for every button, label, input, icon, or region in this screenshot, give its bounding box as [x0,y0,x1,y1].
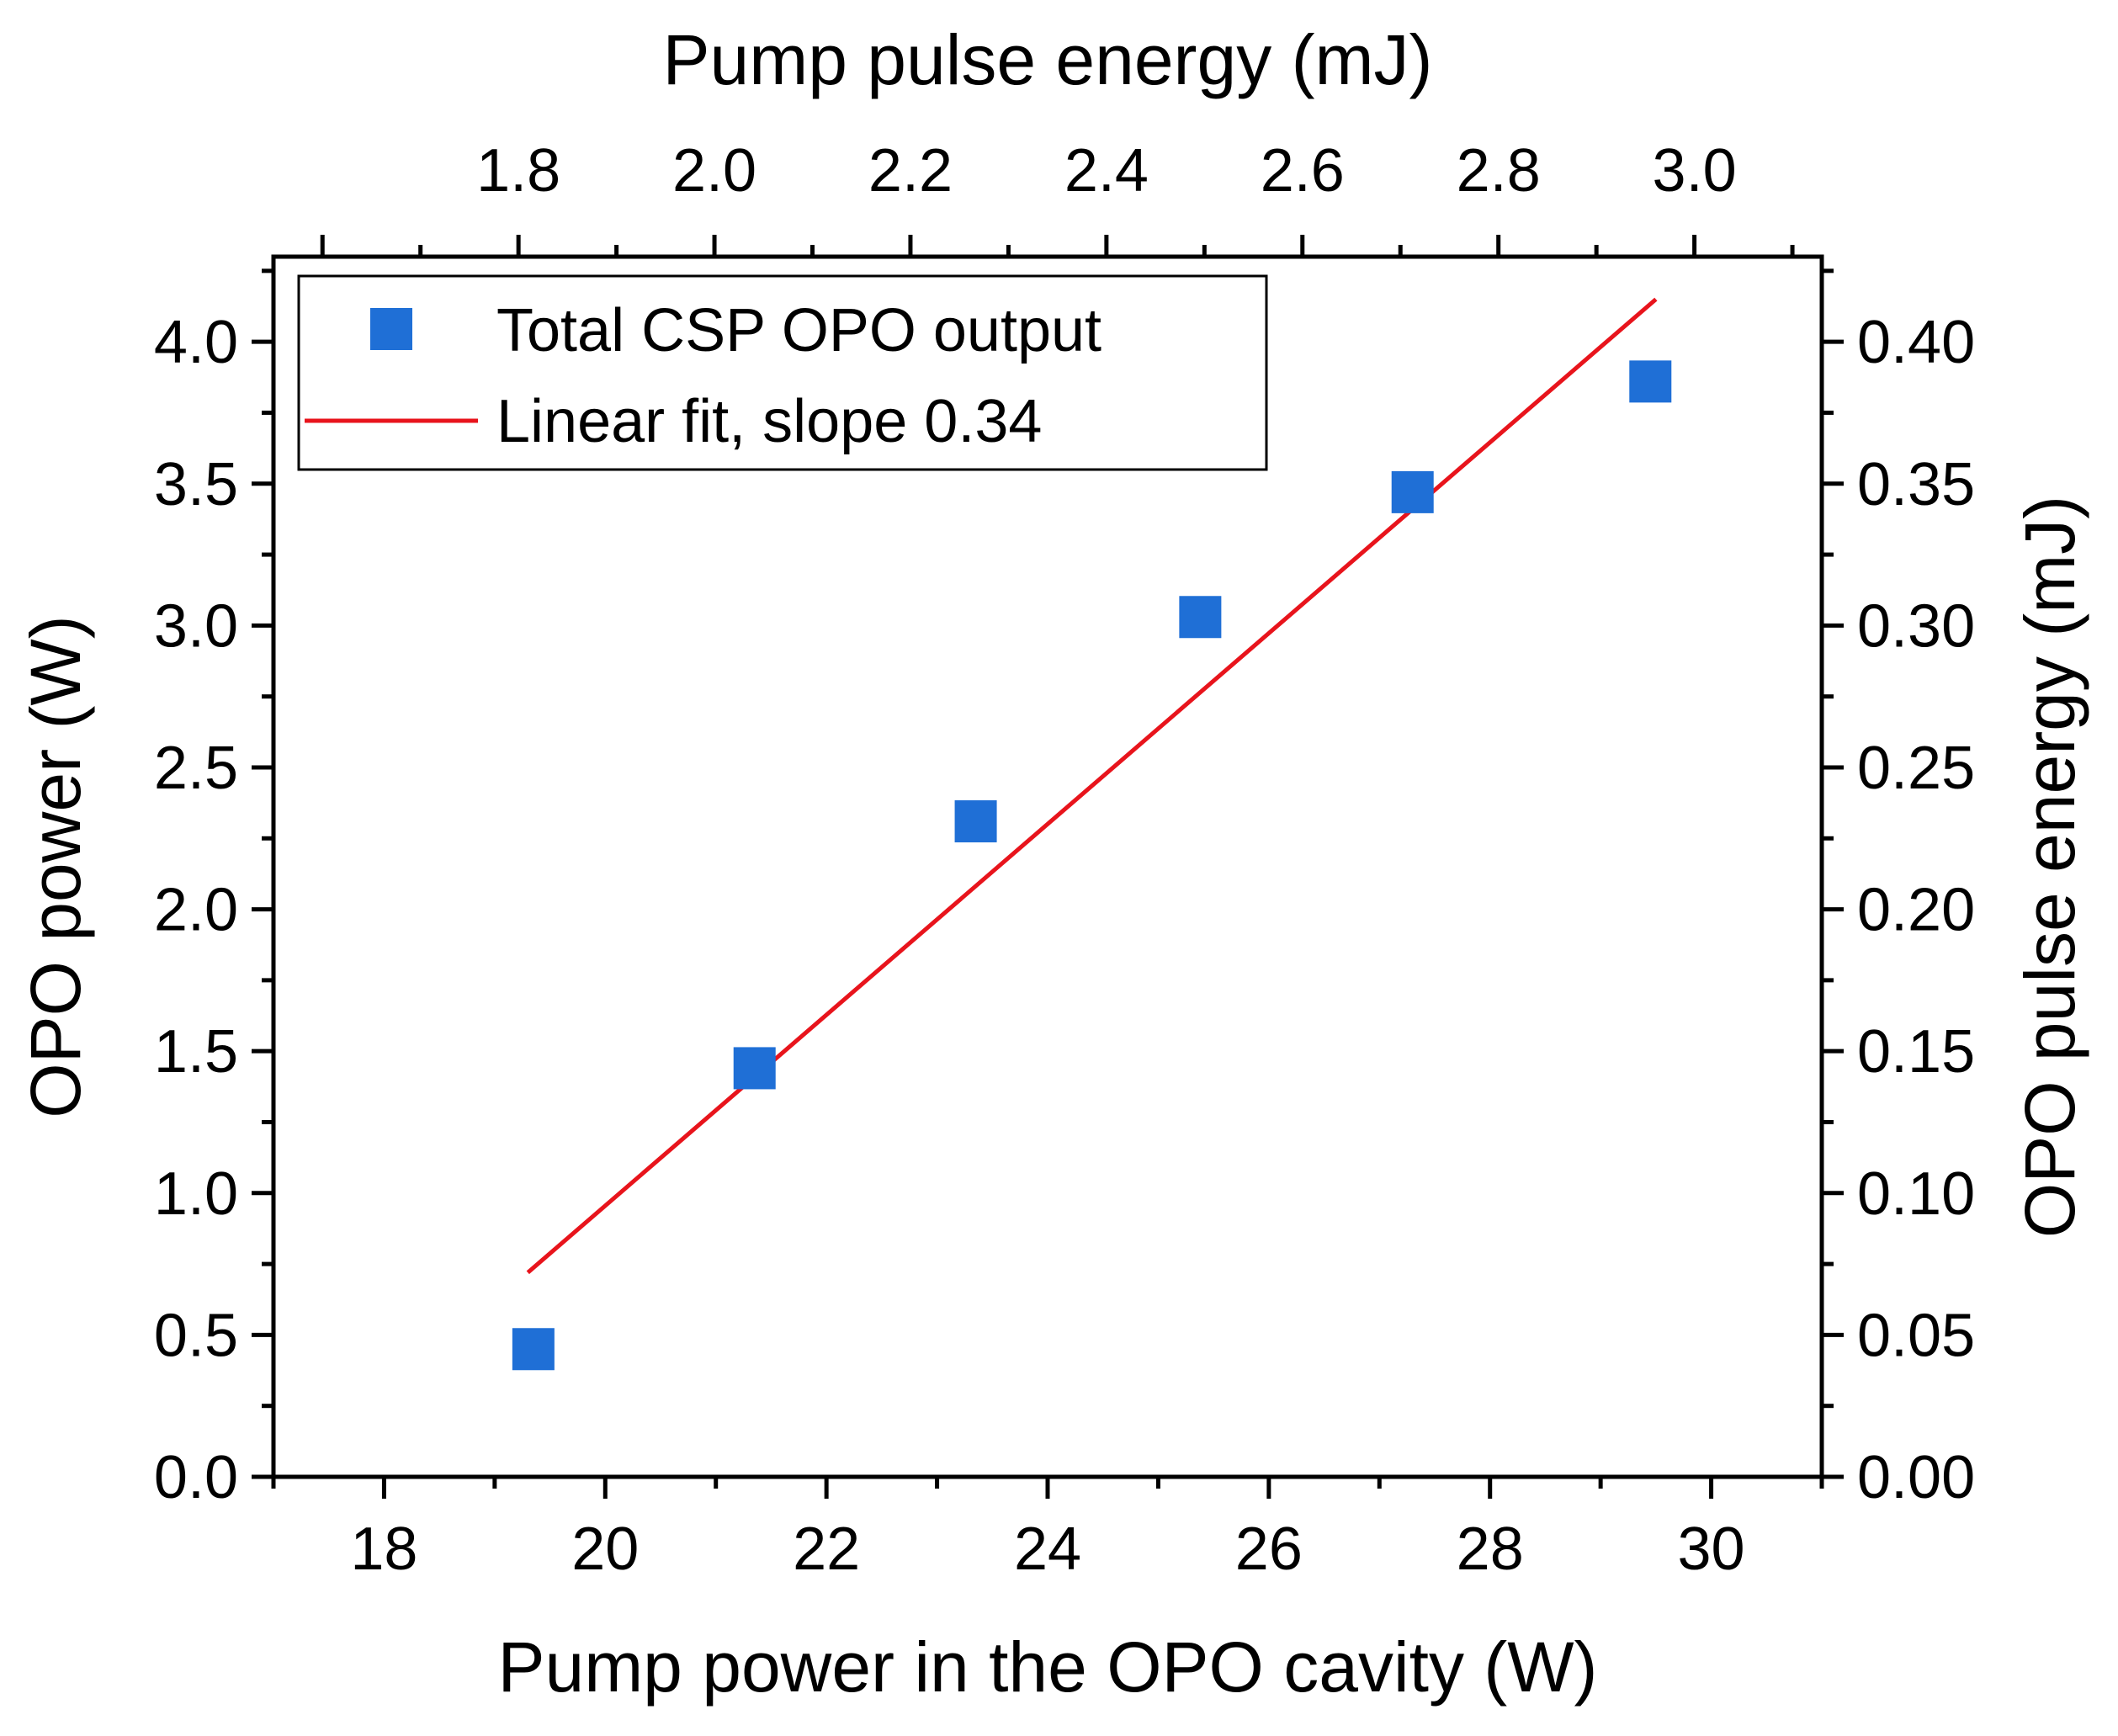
x-tick-label: 22 [793,1516,860,1583]
y2-tick-label: 0.20 [1857,877,1975,944]
y2-tick-label: 0.35 [1857,451,1975,518]
y2-tick-label: 0.25 [1857,735,1975,802]
legend-label-line: Linear fit, slope 0.34 [496,388,1042,455]
data-point-square [733,1047,776,1090]
y-tick-label: 0.0 [154,1444,238,1511]
x2-tick-label: 2.6 [1261,137,1345,204]
x2-axis-title: Pump pulse energy (mJ) [662,20,1432,99]
y-tick-label: 3.5 [154,451,238,518]
legend-label-scatter: Total CSP OPO output [496,297,1101,364]
y-tick-label: 2.5 [154,735,238,802]
x2-tick-label: 2.2 [868,137,953,204]
y-axis-title: OPO power (W) [16,615,95,1118]
y-tick-label: 1.5 [154,1018,238,1086]
x2-tick-label: 2.4 [1064,137,1149,204]
y2-tick-label: 0.00 [1857,1444,1975,1511]
y2-tick-label: 0.30 [1857,592,1975,660]
x2-tick-label: 1.8 [476,137,560,204]
x2-tick-label: 2.0 [672,137,756,204]
x-tick-label: 24 [1014,1516,1081,1583]
y-tick-label: 2.0 [154,877,238,944]
x2-tick-label: 2.8 [1457,137,1541,204]
legend-box [297,274,1268,471]
y2-tick-label: 0.05 [1857,1302,1975,1369]
y2-tick-label: 0.10 [1857,1160,1975,1228]
x-tick-label: 28 [1457,1516,1524,1583]
x-tick-label: 20 [571,1516,639,1583]
x-axis-ticks: 18 20 22 24 26 28 30 [271,1477,1824,1583]
data-point-square [954,800,997,843]
y-tick-label: 0.5 [154,1302,238,1369]
y-tick-label: 3.0 [154,592,238,660]
y2-axis-ticks: 0.00 0.05 0.10 0.15 0.20 0.25 0.30 0.35 0.40 [1822,268,1975,1511]
data-point-square [1629,360,1672,403]
data-point-square [1391,470,1434,513]
linear-fit-line [526,297,1658,1275]
y2-tick-label: 0.15 [1857,1018,1975,1086]
legend-marker-scatter [370,308,412,350]
data-point-square [512,1328,555,1371]
y-tick-label: 1.0 [154,1160,238,1228]
x-tick-label: 30 [1678,1516,1745,1583]
y-tick-label: 4.0 [154,309,238,376]
x2-tick-label: 3.0 [1653,137,1737,204]
x-tick-label: 18 [350,1516,417,1583]
legend: Total CSP OPO output Linear fit, slope 0… [297,274,1268,471]
x-axis-title: Pump power in the OPO cavity (W) [497,1627,1597,1707]
series-layer [512,297,1672,1371]
y-axis-ticks: 0.0 0.5 1.0 1.5 2.0 2.5 3.0 3.5 4.0 [154,268,273,1511]
y2-axis-title: OPO pulse energy (mJ) [2010,496,2089,1238]
x-tick-label: 26 [1235,1516,1303,1583]
data-point-square [1179,596,1222,639]
y2-tick-label: 0.40 [1857,309,1975,376]
x2-axis-ticks: 1.8 2.0 2.2 2.4 2.6 2.8 3.0 [320,137,1795,257]
